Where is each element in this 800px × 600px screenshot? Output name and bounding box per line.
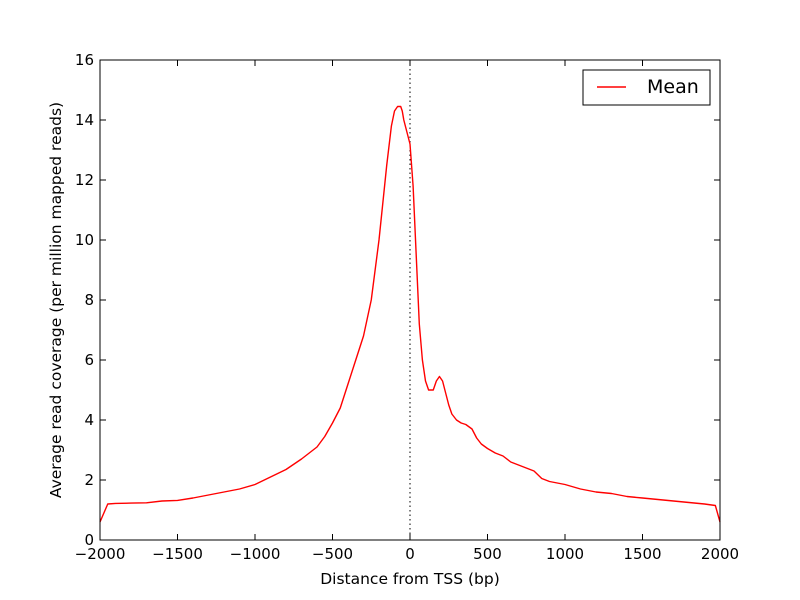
legend-label-mean: Mean — [647, 76, 699, 98]
y-tick-label: 2 — [84, 471, 94, 489]
legend: Mean — [583, 70, 710, 105]
y-tick-label: 12 — [75, 171, 94, 189]
y-axis-label: Average read coverage (per million mappe… — [47, 102, 65, 498]
x-tick-label: 1000 — [546, 545, 584, 563]
y-tick-label: 4 — [84, 411, 94, 429]
x-tick-label: −1000 — [230, 545, 281, 563]
x-tick-label: −1500 — [152, 545, 203, 563]
x-tick-label: 500 — [473, 545, 502, 563]
x-tick-label: −500 — [312, 545, 353, 563]
x-tick-label: 2000 — [701, 545, 739, 563]
x-tick-label: 1500 — [623, 545, 661, 563]
y-tick-label: 6 — [84, 351, 94, 369]
y-tick-label: 10 — [75, 231, 94, 249]
y-tick-label: 8 — [84, 291, 94, 309]
x-axis-label: Distance from TSS (bp) — [320, 570, 500, 588]
x-tick-label: −2000 — [75, 545, 126, 563]
y-tick-label: 0 — [84, 531, 94, 549]
y-tick-label: 14 — [75, 111, 94, 129]
x-tick-label: 0 — [405, 545, 415, 563]
y-tick-label: 16 — [75, 51, 94, 69]
